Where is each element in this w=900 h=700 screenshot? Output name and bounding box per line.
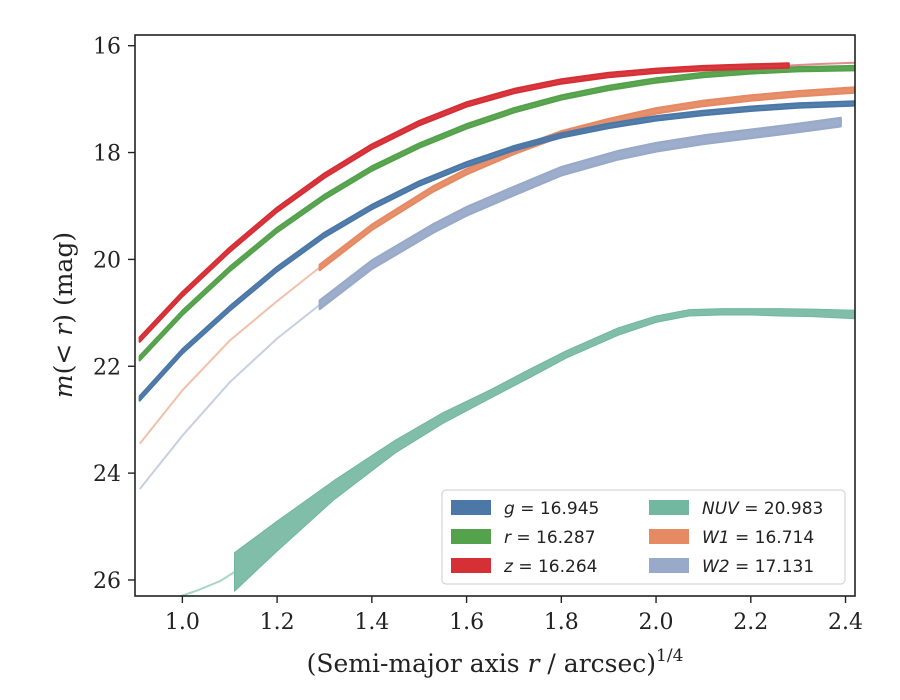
legend: g = 16.945 r = 16.287 z = 16.264 NUV = 20.9… — [441, 489, 846, 585]
series-g-band — [138, 100, 855, 402]
series-nuv-band — [234, 308, 855, 592]
x-tick-label: 1.2 — [260, 610, 295, 635]
y-tick-label: 24 — [93, 462, 121, 487]
x-tick-label: 2.0 — [639, 610, 674, 635]
y-tick-label: 18 — [93, 142, 121, 167]
legend-swatch-w1 — [649, 529, 689, 544]
legend-label-r: r = 16.287 — [504, 528, 596, 548]
legend-swatch-w2 — [649, 558, 689, 573]
series-z-extension — [788, 61, 855, 67]
y-tick-label: 16 — [93, 35, 121, 60]
legend-swatch-nuv — [649, 500, 689, 515]
legend-swatch-r — [451, 529, 491, 544]
series-z-band — [138, 62, 790, 343]
series-w2-band — [318, 116, 842, 311]
legend-label-g: g = 16.945 — [504, 499, 599, 519]
y-tick-label: 20 — [93, 248, 121, 273]
y-axis-label: m(< r) (mag) — [49, 232, 78, 398]
x-tick-label: 2.2 — [733, 610, 768, 635]
legend-swatch-z — [451, 558, 491, 573]
series-layer — [138, 61, 855, 596]
series-w1-extension — [138, 266, 321, 445]
legend-label-nuv: NUV = 20.983 — [702, 499, 823, 519]
y-tick-label: 22 — [93, 355, 121, 380]
legend-label-w1: W1 = 16.714 — [702, 528, 814, 548]
x-tick-label: 1.0 — [165, 610, 200, 635]
y-tick-label: 26 — [93, 569, 121, 594]
x-tick-label: 1.6 — [449, 610, 484, 635]
ticks-layer: 1.0 1.2 1.4 1.6 1.8 2.0 2.2 2.4 16 18 20 22 24 26 — [93, 35, 863, 635]
series-w2-extension — [138, 304, 321, 490]
series-nuv-extension — [177, 571, 236, 596]
x-axis-label: (Semi-major axis r / arcsec)1/4 — [307, 646, 684, 678]
x-tick-label: 1.4 — [354, 610, 389, 635]
series-r-band — [138, 64, 855, 362]
legend-label-z: z = 16.264 — [503, 557, 597, 577]
plot-frame — [134, 34, 856, 597]
legend-box — [441, 489, 846, 585]
x-tick-label: 1.8 — [544, 610, 579, 635]
legend-swatch-g — [451, 500, 491, 515]
x-tick-label: 2.4 — [828, 610, 863, 635]
legend-label-w2: W2 = 17.131 — [702, 557, 814, 577]
